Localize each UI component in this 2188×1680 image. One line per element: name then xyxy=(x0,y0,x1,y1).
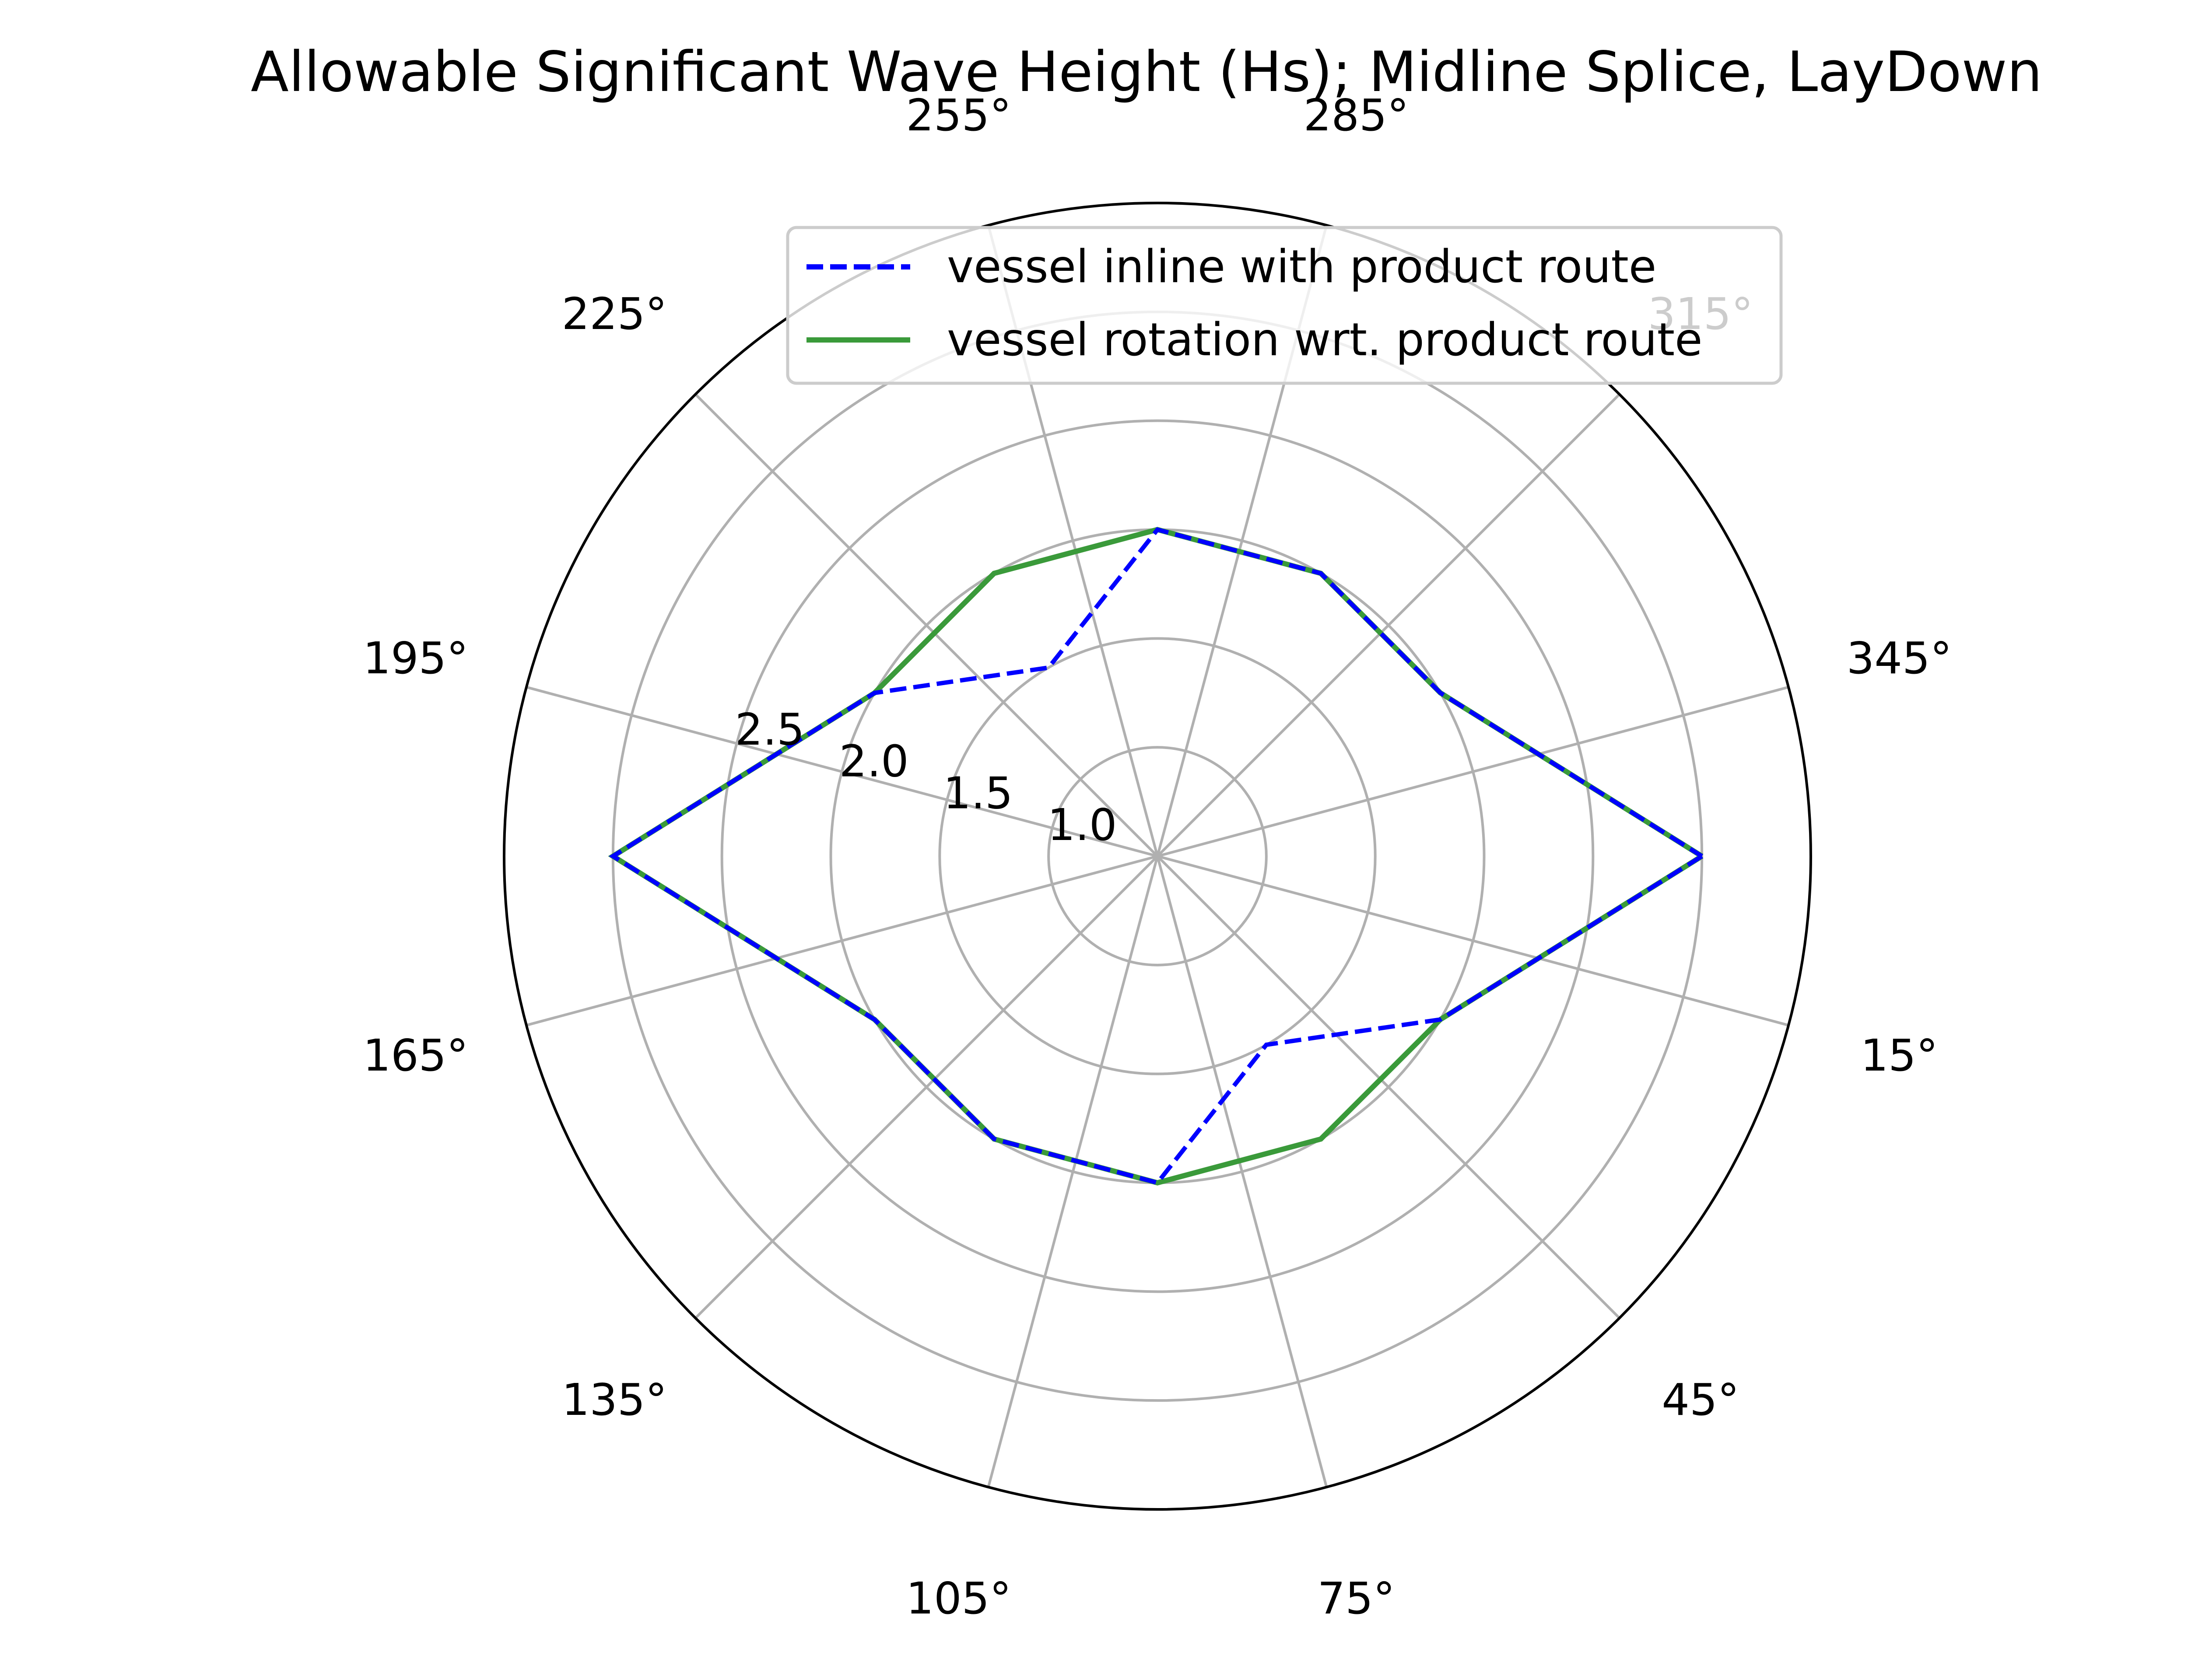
r-gridline xyxy=(720,419,1595,1293)
r-gridline xyxy=(938,637,1377,1075)
legend-label-rotation: vessel rotation wrt. product route xyxy=(947,314,1703,366)
legend: vessel inline with product route vessel … xyxy=(786,226,1783,385)
r-gridline xyxy=(1047,746,1268,966)
r-tick-label: 2.0 xyxy=(839,736,909,787)
r-tick-label: 2.5 xyxy=(735,704,805,755)
theta-tick-label: 75° xyxy=(1318,1573,1395,1624)
theta-tick-label: 45° xyxy=(1662,1374,1739,1425)
theta-tick-label: 255° xyxy=(906,90,1011,141)
theta-gridline xyxy=(526,855,1158,1027)
theta-gridline xyxy=(1157,855,1789,1027)
r-tick-label: 1.5 xyxy=(943,767,1013,819)
theta-gridline xyxy=(694,855,1159,1319)
theta-gridline xyxy=(987,856,1159,1488)
theta-gridline xyxy=(694,393,1159,858)
theta-tick-label: 285° xyxy=(1304,90,1409,141)
r-tick-label: 1.0 xyxy=(1048,799,1117,850)
theta-gridline xyxy=(1156,856,1328,1488)
theta-tick-label: 345° xyxy=(1847,633,1952,684)
legend-frame xyxy=(786,226,1783,385)
legend-label-inline: vessel inline with product route xyxy=(947,241,1656,293)
polar-frame xyxy=(503,202,1812,1511)
theta-tick-label: 225° xyxy=(562,288,667,340)
theta-gridline xyxy=(1156,393,1620,858)
polar-grid xyxy=(503,202,1812,1511)
chart-title: Allowable Significant Wave Height (Hs); … xyxy=(251,39,2042,104)
theta-tick-label: 15° xyxy=(1861,1030,1938,1081)
theta-tick-label: 195° xyxy=(363,633,468,684)
theta-gridline xyxy=(1157,686,1789,858)
theta-tick-label: 105° xyxy=(906,1573,1011,1624)
theta-tick-label: 165° xyxy=(363,1030,468,1081)
theta-gridline xyxy=(1156,855,1620,1319)
series-line-inline xyxy=(609,527,1703,1186)
theta-gridline xyxy=(526,686,1158,858)
theta-tick-label: 135° xyxy=(562,1374,667,1425)
series-group xyxy=(608,527,1704,1186)
